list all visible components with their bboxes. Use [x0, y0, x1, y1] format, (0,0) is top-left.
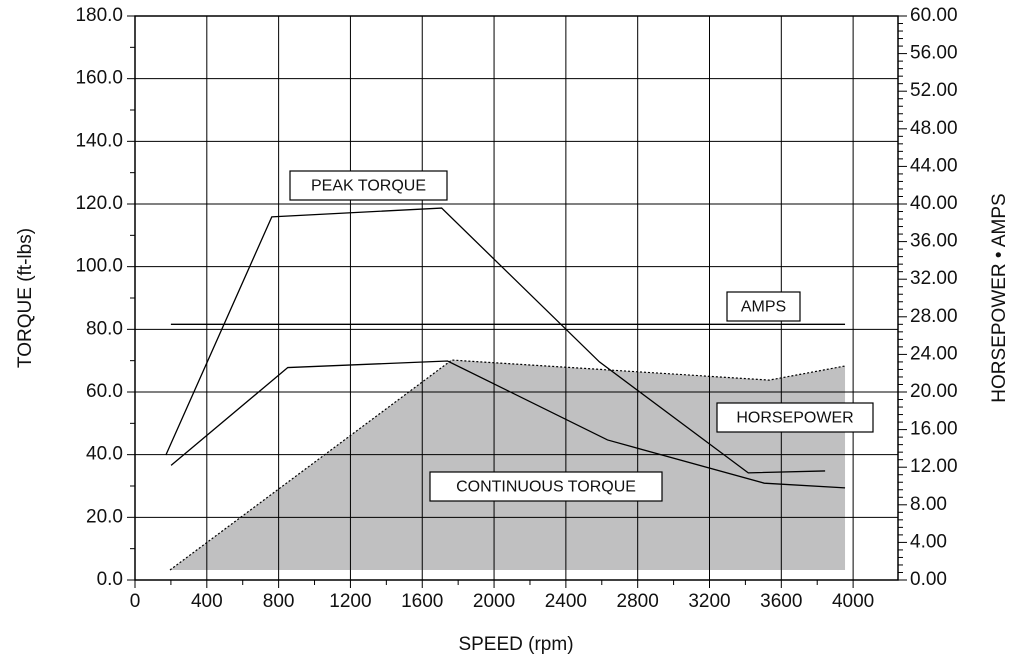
- y2-tick-label: 36.00: [910, 231, 958, 252]
- series-label: AMPS: [741, 299, 786, 316]
- y2-tick-label: 32.00: [910, 268, 958, 289]
- y2-tick-label: 48.00: [910, 118, 958, 139]
- label-box: [429, 471, 663, 502]
- y-tick-label: 80.0: [86, 318, 123, 339]
- y-tick-label: 100.0: [75, 256, 123, 277]
- x-tick-label: 2400: [545, 591, 587, 612]
- y-tick-label: 120.0: [75, 193, 123, 214]
- x-tick-label: 1600: [401, 591, 443, 612]
- line: [170, 360, 846, 489]
- x-tick-label: 3200: [688, 591, 730, 612]
- x-tick-label: 4000: [832, 591, 874, 612]
- x-tick-label: 400: [191, 591, 223, 612]
- y2-tick-label: 0.00: [910, 569, 947, 590]
- line: [165, 207, 826, 474]
- y2-tick-label: 24.00: [910, 343, 958, 364]
- x-tick-label: 0: [130, 591, 141, 612]
- x-tick-label: 3600: [760, 591, 802, 612]
- y2-tick-label: 28.00: [910, 306, 958, 327]
- series-label: CONTINUOUS TORQUE: [456, 479, 636, 496]
- y2-tick-label: 56.00: [910, 43, 958, 64]
- plot-frame: [134, 15, 899, 581]
- y2-axis-title: HORSEPOWER • AMPS: [989, 193, 1010, 402]
- y2-tick-label: 8.00: [910, 494, 947, 515]
- x-tick-label: 800: [263, 591, 295, 612]
- y2-tick-label: 20.00: [910, 381, 958, 402]
- y-tick-label: 40.0: [86, 444, 123, 465]
- series-label: HORSEPOWER: [736, 410, 853, 427]
- label-box: [716, 402, 874, 433]
- y2-tick-label: 40.00: [910, 193, 958, 214]
- x-axis-title: SPEED (rpm): [458, 634, 573, 655]
- y2-tick-label: 52.00: [910, 80, 958, 101]
- area-edge: [169, 359, 846, 571]
- y-tick-label: 140.0: [75, 130, 123, 151]
- y2-tick-label: 44.00: [910, 155, 958, 176]
- y-axis-title: TORQUE (ft-lbs): [15, 228, 36, 368]
- y-tick-label: 160.0: [75, 68, 123, 89]
- y-tick-label: 60.0: [86, 381, 123, 402]
- x-tick-label: 2800: [617, 591, 659, 612]
- series-label: PEAK TORQUE: [311, 178, 426, 195]
- y2-tick-label: 16.00: [910, 419, 958, 440]
- y-tick-label: 20.0: [86, 506, 123, 527]
- y2-tick-label: 12.00: [910, 456, 958, 477]
- y2-tick-label: 4.00: [910, 531, 947, 552]
- x-tick-label: 2000: [473, 591, 515, 612]
- y-tick-label: 180.0: [75, 5, 123, 26]
- label-box: [726, 291, 801, 322]
- y2-tick-label: 60.00: [910, 5, 958, 26]
- y-tick-label: 0.0: [97, 569, 123, 590]
- label-box: [289, 170, 448, 201]
- x-tick-label: 1200: [329, 591, 371, 612]
